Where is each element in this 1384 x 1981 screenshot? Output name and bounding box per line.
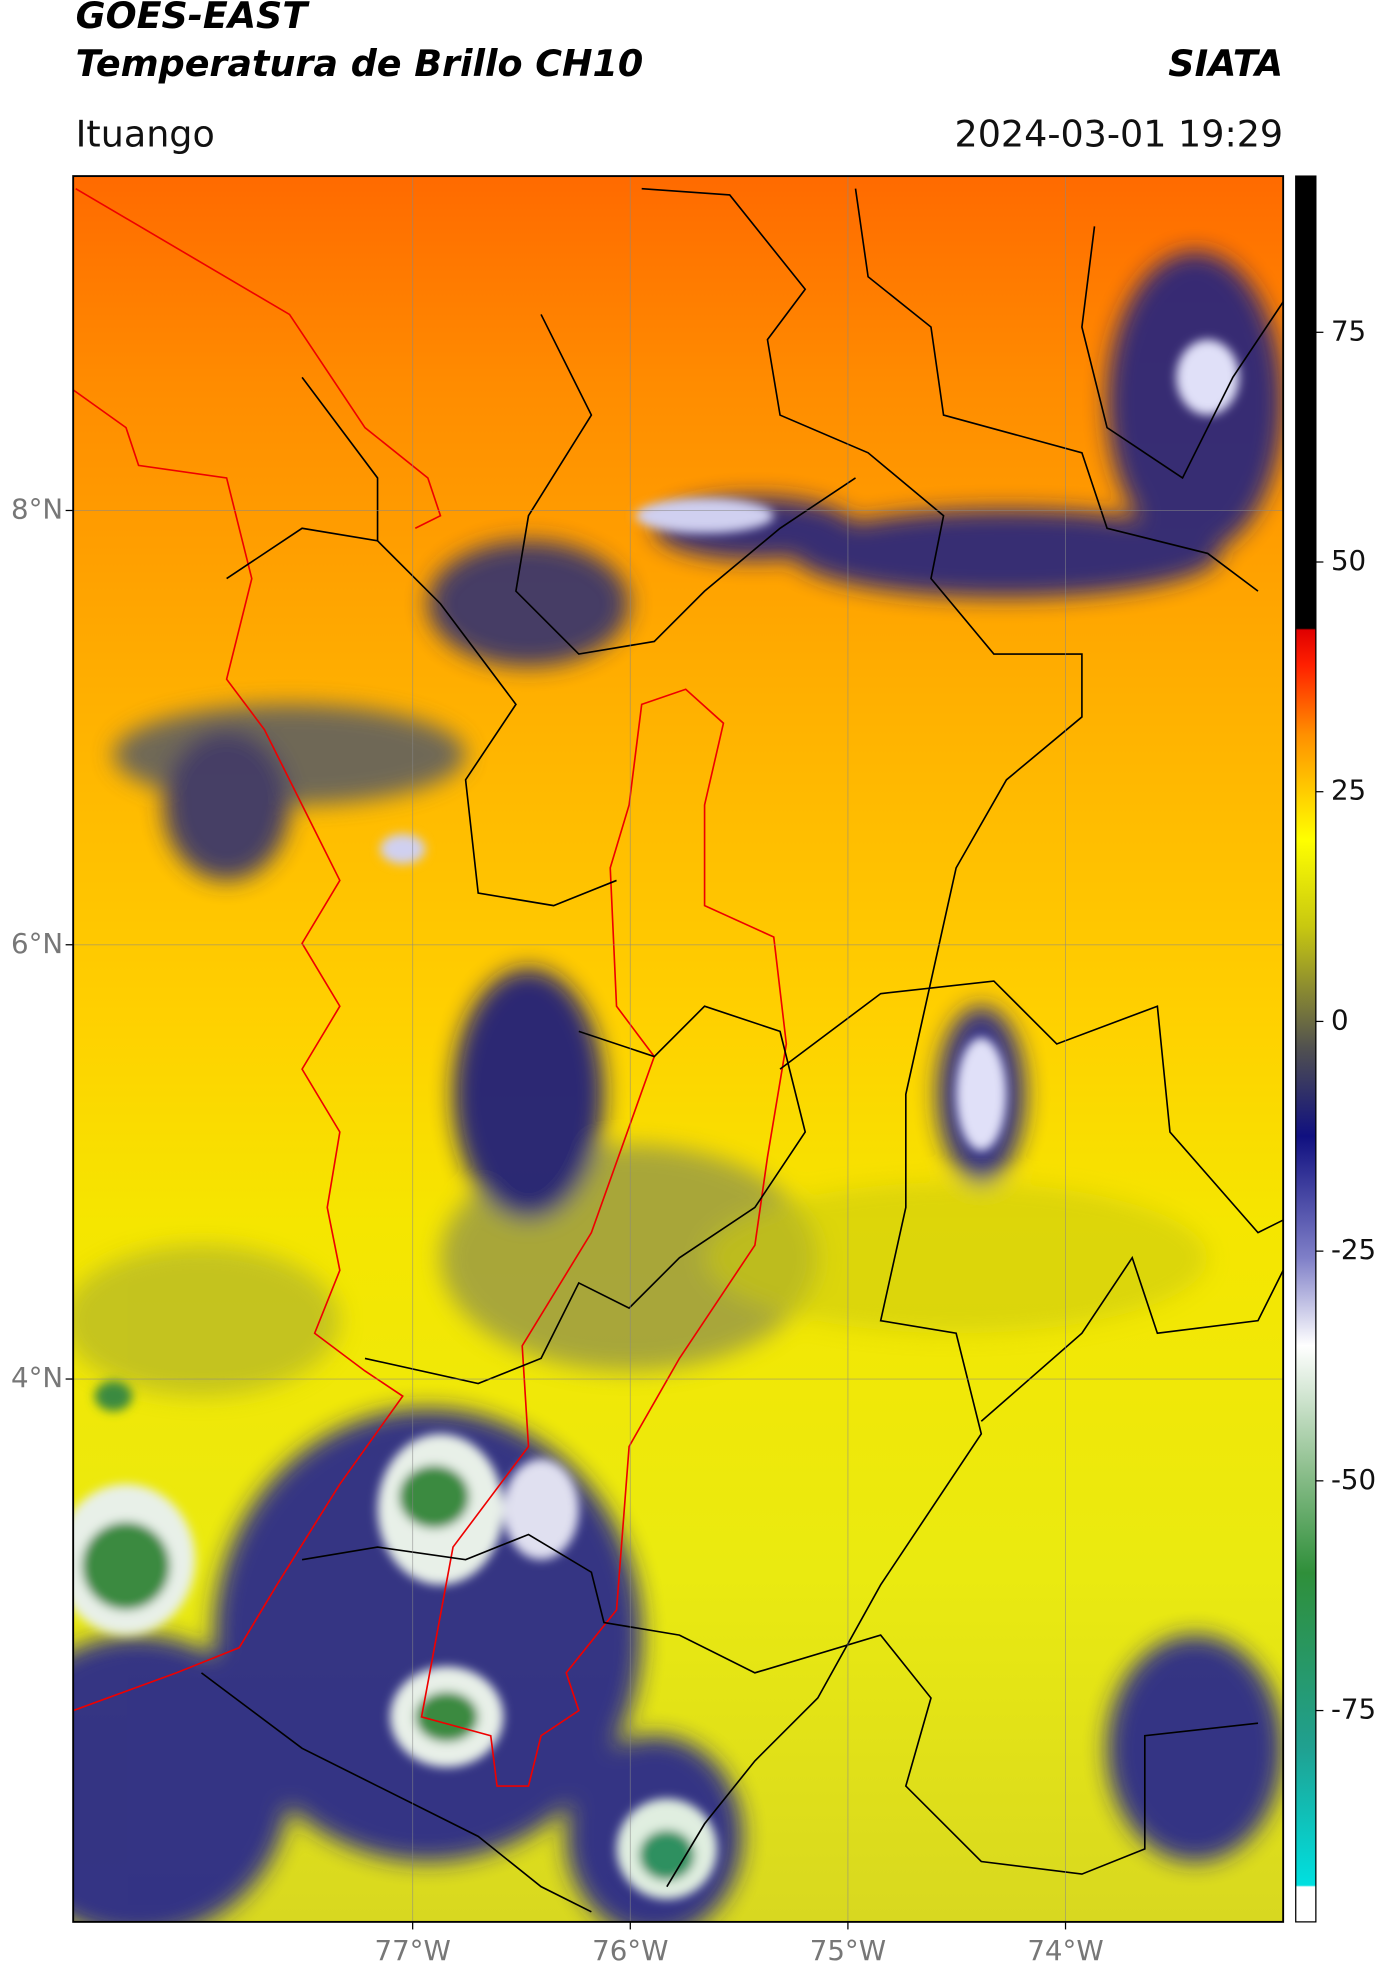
lat-tick-label: 8°N	[11, 492, 63, 525]
datetime: 2024-03-01 19:29	[955, 112, 1284, 155]
lon-tick-label: 77°W	[374, 1934, 450, 1967]
header: GOES-EAST Temperatura de Brillo CH10 SIA…	[76, 0, 1283, 155]
location: Ituango	[76, 112, 215, 155]
lon-tick-label: 76°W	[592, 1934, 668, 1967]
map-grid: 77°W 76°W 75°W 74°W 8°N 6°N 4°N	[11, 176, 1284, 1967]
lat-tick-label: 6°N	[11, 927, 63, 960]
title: GOES-EAST	[76, 0, 311, 37]
source: SIATA	[1168, 42, 1283, 85]
colorbar-tick-label: 75	[1331, 314, 1366, 347]
lon-tick-label: 75°W	[810, 1934, 886, 1967]
colorbar-tick-label: -50	[1331, 1463, 1376, 1496]
map-frame	[72, 175, 1285, 1923]
colorbar	[1295, 175, 1317, 1923]
satellite-image	[73, 176, 1284, 1922]
colorbar-tick-label: 0	[1331, 1003, 1349, 1036]
subtitle: Temperatura de Brillo CH10	[76, 42, 644, 85]
colorbar-tick-label: -75	[1331, 1693, 1376, 1726]
colorbar-tick-label: -25	[1331, 1233, 1376, 1266]
colorbar-tick-label: 50	[1331, 544, 1366, 577]
lat-tick-label: 4°N	[11, 1361, 63, 1394]
lon-tick-label: 74°W	[1027, 1934, 1103, 1967]
colorbar-tick-label: 25	[1331, 774, 1366, 807]
colorbar-ticks: 75 50 25 0 -25 -50 -75	[1315, 314, 1376, 1726]
